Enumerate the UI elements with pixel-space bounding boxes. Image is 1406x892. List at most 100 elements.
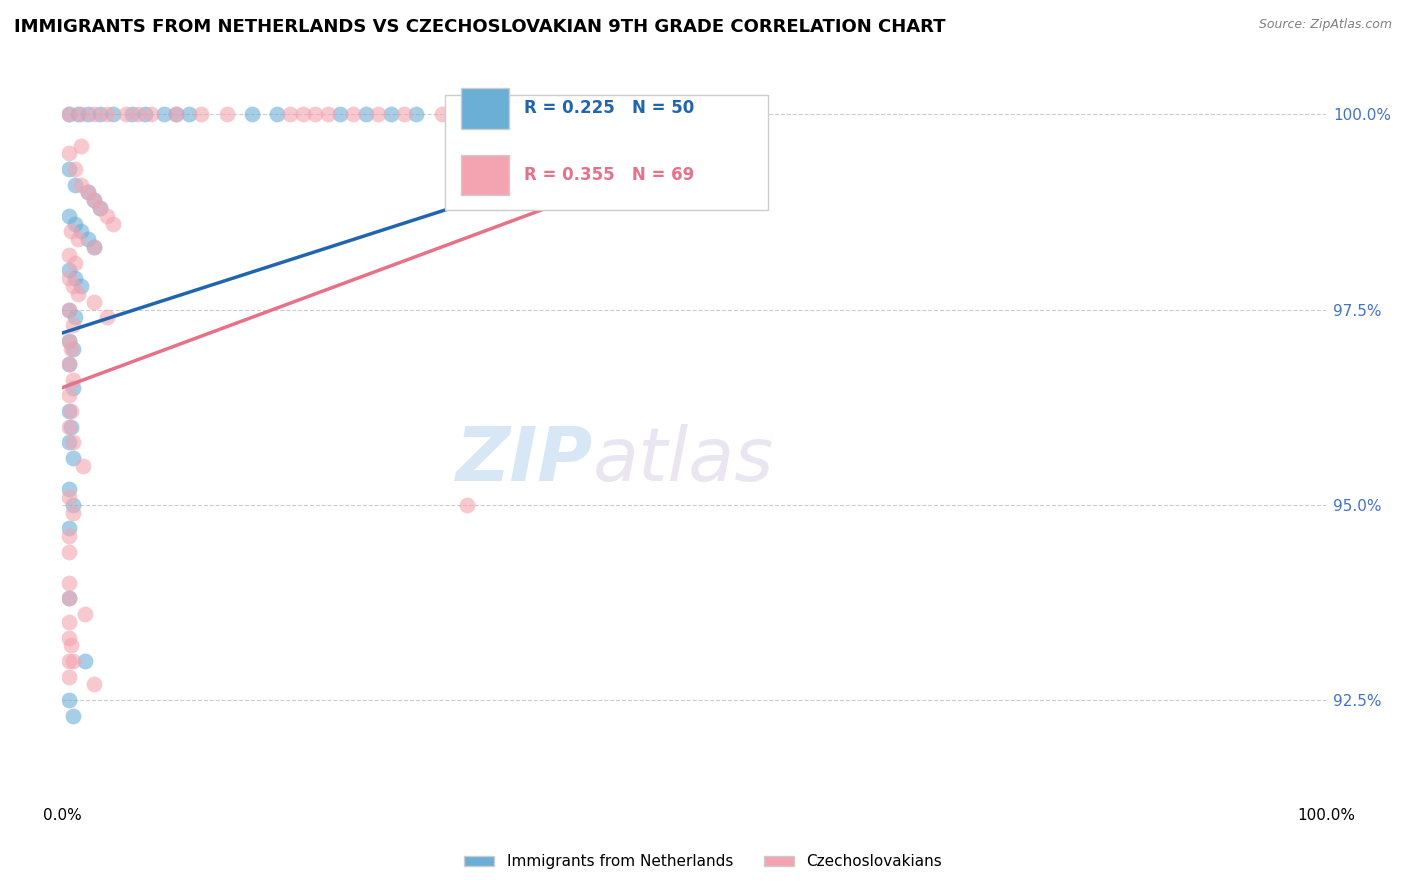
Point <box>63 161 86 176</box>
Point <box>83 677 105 691</box>
Point <box>75 654 97 668</box>
Point <box>58 529 80 543</box>
Text: R = 0.225   N = 50: R = 0.225 N = 50 <box>523 99 695 117</box>
Point <box>316 107 339 121</box>
Point <box>58 357 80 371</box>
Point <box>114 107 136 121</box>
Point <box>63 255 86 269</box>
Point <box>58 357 80 371</box>
Point <box>76 107 98 121</box>
Point <box>278 107 301 121</box>
Point <box>101 217 124 231</box>
Point <box>62 450 84 465</box>
Point <box>83 107 105 121</box>
Point <box>177 107 200 121</box>
Point <box>58 404 80 418</box>
Text: R = 0.355   N = 69: R = 0.355 N = 69 <box>523 166 695 184</box>
Point <box>58 334 80 348</box>
Point <box>58 419 80 434</box>
Point <box>165 107 187 121</box>
Point <box>58 693 80 707</box>
Point <box>392 107 415 121</box>
Point <box>62 342 84 356</box>
Point <box>70 138 93 153</box>
Point <box>62 654 84 668</box>
Point <box>58 544 80 558</box>
Point <box>96 310 118 325</box>
Point <box>83 240 105 254</box>
Point <box>62 506 84 520</box>
Point <box>72 458 94 473</box>
Point <box>165 107 187 121</box>
Point <box>70 107 93 121</box>
Point <box>62 708 84 723</box>
Point <box>62 435 84 450</box>
Point <box>83 193 105 207</box>
Point <box>63 271 86 285</box>
Point <box>60 638 83 652</box>
Point <box>58 209 80 223</box>
Point <box>506 107 529 121</box>
Point <box>58 591 80 606</box>
Point <box>58 107 80 121</box>
FancyBboxPatch shape <box>446 95 768 211</box>
Point <box>456 107 478 121</box>
Text: IMMIGRANTS FROM NETHERLANDS VS CZECHOSLOVAKIAN 9TH GRADE CORRELATION CHART: IMMIGRANTS FROM NETHERLANDS VS CZECHOSLO… <box>14 18 946 36</box>
Point <box>60 224 83 238</box>
Point <box>607 107 630 121</box>
Point <box>127 107 149 121</box>
Point <box>58 107 80 121</box>
Point <box>76 186 98 200</box>
Point <box>152 107 174 121</box>
Point <box>683 107 706 121</box>
Point <box>139 107 162 121</box>
Point <box>342 107 364 121</box>
Point <box>531 107 554 121</box>
Text: Source: ZipAtlas.com: Source: ZipAtlas.com <box>1258 18 1392 31</box>
Point <box>89 107 111 121</box>
Point <box>70 178 93 192</box>
Point <box>101 107 124 121</box>
Point <box>96 107 118 121</box>
Point <box>58 482 80 496</box>
Point <box>58 435 80 450</box>
Point <box>89 201 111 215</box>
Point <box>58 575 80 590</box>
FancyBboxPatch shape <box>461 154 509 195</box>
Point <box>58 654 80 668</box>
Point <box>380 107 402 121</box>
Point <box>658 107 681 121</box>
Point <box>62 318 84 333</box>
Point <box>66 286 89 301</box>
Point <box>291 107 314 121</box>
Point <box>58 248 80 262</box>
Point <box>83 294 105 309</box>
Point <box>58 302 80 317</box>
Point <box>367 107 389 121</box>
Point <box>121 107 143 121</box>
Point <box>66 107 89 121</box>
Point <box>58 334 80 348</box>
Point <box>240 107 263 121</box>
Point <box>304 107 326 121</box>
Point <box>430 107 453 121</box>
Point <box>134 107 156 121</box>
Point <box>76 232 98 246</box>
Point <box>60 419 83 434</box>
Point <box>468 107 491 121</box>
Point <box>58 490 80 504</box>
Point <box>58 591 80 606</box>
Point <box>58 271 80 285</box>
Point <box>60 404 83 418</box>
Text: ZIP: ZIP <box>456 424 593 497</box>
Point <box>405 107 427 121</box>
Point <box>58 521 80 535</box>
Point <box>70 279 93 293</box>
Point <box>456 498 478 512</box>
Point <box>60 342 83 356</box>
Point <box>58 146 80 161</box>
Point <box>83 240 105 254</box>
Point <box>96 209 118 223</box>
Point <box>62 381 84 395</box>
Point <box>58 631 80 645</box>
